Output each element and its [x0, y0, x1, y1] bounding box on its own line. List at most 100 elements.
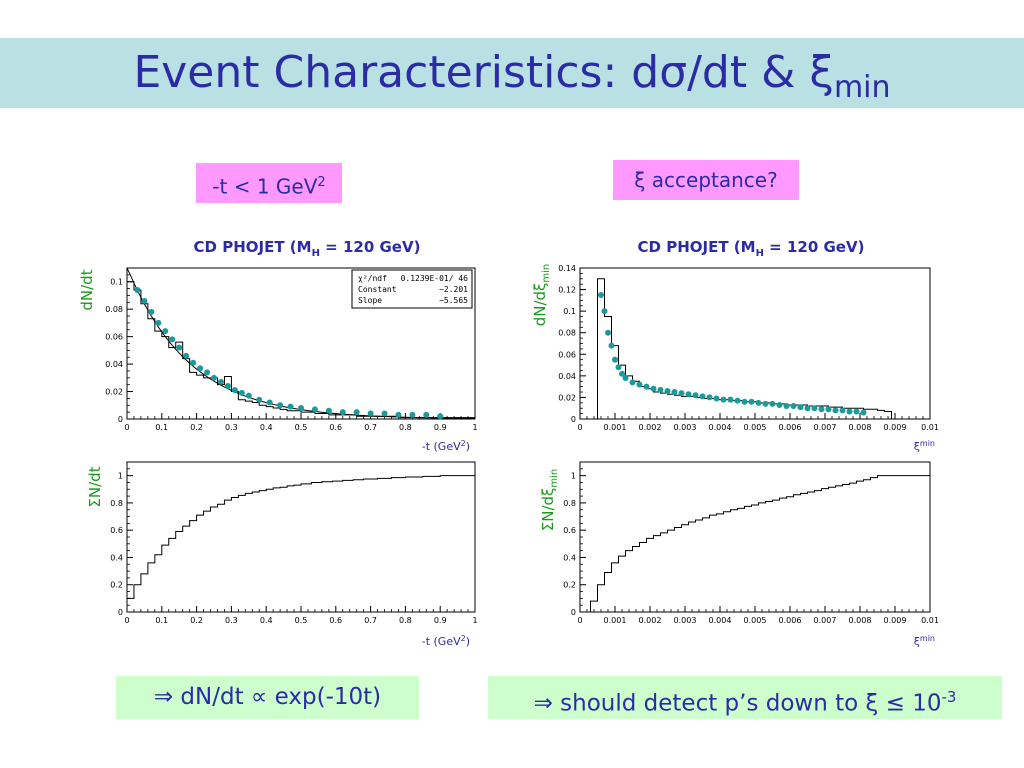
dndxi-xtick-label: 0.005 — [744, 423, 767, 432]
dndxi-data-point — [839, 407, 846, 414]
dndt-stats-value: −2.201 — [439, 285, 468, 294]
cumt-ytick-label: 0.6 — [110, 526, 123, 535]
dndt-data-point — [134, 286, 141, 293]
dndxi-data-point — [685, 391, 692, 398]
cumxi-xtick-label: 0.001 — [604, 616, 627, 625]
cumxi-xtick-label: 0.003 — [674, 616, 697, 625]
xi-acceptance-box: ξ acceptance? — [613, 160, 799, 200]
dndt-xlabel: -t (GeV2) — [422, 439, 470, 453]
dndxi-data-point — [605, 329, 611, 336]
cumxi-xtick-label: 0.002 — [639, 616, 662, 625]
dndxi-data-point — [776, 401, 783, 408]
dndxi-ytick-label: 0.14 — [558, 264, 576, 273]
dndxi-data-point — [699, 393, 706, 400]
conclusion-right-sup: -3 — [941, 688, 957, 706]
dndt-ytick-label: 0.02 — [105, 388, 123, 397]
dndt-data-point — [155, 319, 162, 326]
dndt-stats-value: −5.565 — [439, 296, 468, 305]
dndxi-ytick-label: 0 — [571, 415, 576, 424]
dndt-data-point — [211, 374, 217, 381]
dndt-xtick-label: 0.3 — [225, 423, 238, 432]
dndt-data-point — [224, 383, 231, 390]
dndt-data-point — [277, 402, 284, 409]
dndxi-ytick-label: 0.02 — [558, 393, 576, 402]
slide-title: Event Characteristics: dσ/dt & ξmin — [0, 38, 1024, 113]
dndxi-xtick-label: 0.01 — [921, 423, 939, 432]
title-xi: ξ — [809, 47, 834, 98]
cumt-ytick-label: 1 — [118, 472, 123, 481]
dndxi-ytick-label: 0.12 — [558, 286, 576, 295]
cumxi-xtick-label: 0.01 — [921, 616, 939, 625]
dndt-xtick-label: 0 — [124, 423, 129, 432]
dndt-data-point — [256, 396, 263, 403]
dndxi-data-point — [615, 364, 622, 371]
conclusion-right-box: ⇒ should detect p’s down to ξ ≤ 10-3 — [488, 676, 1002, 719]
cumxi-ytick-label: 0 — [571, 608, 576, 617]
dndxi-ytick-label: 0.08 — [558, 329, 576, 338]
dndxi-xlabel: ξmin — [914, 439, 935, 453]
dndt-stats-value: 0.1239E-01/ 46 — [401, 274, 469, 283]
dndt-stats-label: Slope — [358, 296, 382, 305]
title-sigma: σ — [659, 47, 688, 98]
dndt-data-point — [245, 392, 252, 399]
dndxi-frame — [579, 267, 931, 420]
dndxi-xtick-label: 0.008 — [849, 423, 872, 432]
dndt-data-point — [238, 389, 245, 396]
dndxi-data-point — [713, 395, 720, 402]
dndt-xtick-label: 1 — [472, 423, 477, 432]
cumt-xtick-label: 0.3 — [225, 616, 238, 625]
cumt-xtick-label: 1 — [472, 616, 477, 625]
cumxi-ytick-label: 0.2 — [563, 581, 576, 590]
dndt-data-point — [437, 413, 444, 420]
dndt-data-point — [176, 344, 183, 351]
title-subscript: min — [833, 70, 891, 105]
dndxi-ytick-label: 0.04 — [558, 372, 576, 381]
cumxi-xtick-label: 0 — [577, 616, 582, 625]
dndxi-data-point — [619, 370, 625, 377]
dndt-data-point — [353, 409, 360, 416]
dndxi-data-point — [755, 399, 762, 406]
dndt-title: CD PHOJET (MH = 120 GeV) — [194, 238, 421, 259]
dndxi-data-point — [832, 407, 839, 414]
cumt-ytick-label: 0.4 — [110, 553, 123, 562]
cumxi-xtick-label: 0.009 — [884, 616, 907, 625]
dndt-ytick-label: 0.04 — [105, 360, 123, 369]
dndt-data-point — [339, 409, 346, 416]
dndt-xtick-label: 0.1 — [155, 423, 168, 432]
dndxi-data-point — [783, 403, 790, 410]
dndxi-xtick-label: 0.002 — [639, 423, 662, 432]
dndxi-data-point — [650, 385, 657, 392]
dndt-data-point — [183, 352, 190, 359]
cumxi-xtick-label: 0.004 — [709, 616, 732, 625]
dndt-xtick-label: 0.7 — [364, 423, 377, 432]
dndt-data-point — [395, 411, 402, 418]
dndt-data-point — [231, 387, 238, 394]
dndxi-data-point — [846, 408, 853, 415]
dndxi-data-point — [636, 381, 643, 388]
cumt-xtick-label: 0.9 — [434, 616, 447, 625]
dndt-data-point — [311, 406, 318, 413]
dndt-data-point — [141, 297, 148, 304]
xi-acceptance-text: ξ acceptance? — [634, 168, 778, 192]
dndxi-ytick-label: 0.06 — [558, 350, 576, 359]
title-bar: Event Characteristics: dσ/dt & ξmin — [0, 38, 1024, 108]
dndt-data-point — [298, 405, 304, 412]
dndt-xtick-label: 0.9 — [434, 423, 447, 432]
dndt-xtick-label: 0.2 — [190, 423, 203, 432]
dndt-data-point — [287, 403, 294, 410]
cumxi-xlabel: ξmin — [914, 634, 935, 648]
dndxi-data-point — [692, 392, 699, 399]
dndxi-xtick-label: 0.001 — [604, 423, 627, 432]
dndxi-data-point — [629, 379, 636, 386]
cumt-xtick-label: 0.7 — [364, 616, 377, 625]
dndt-stats-box — [351, 269, 473, 309]
cumt-xtick-label: 0.2 — [190, 616, 203, 625]
dndt-data-point — [204, 369, 211, 376]
dndt-stats-label: Constant — [358, 285, 397, 294]
dndxi-data-point — [853, 408, 860, 415]
dndt-xtick-label: 0.6 — [329, 423, 342, 432]
dndt-xtick-label: 0.4 — [260, 423, 273, 432]
dndt-ytick-label: 0 — [118, 415, 123, 424]
dndt-data-point — [325, 407, 332, 414]
